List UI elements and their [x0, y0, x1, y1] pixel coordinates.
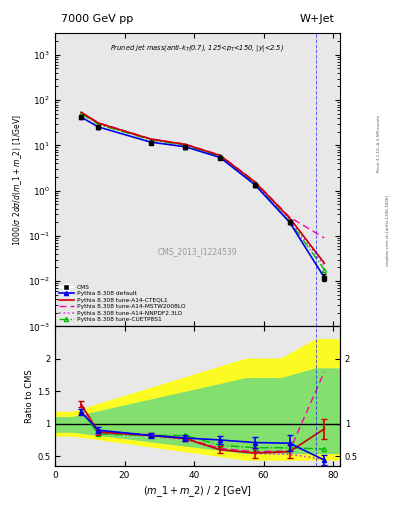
Legend: CMS, Pythia 8.308 default, Pythia 8.308 tune-A14-CTEQL1, Pythia 8.308 tune-A14-M: CMS, Pythia 8.308 default, Pythia 8.308 … — [58, 283, 186, 324]
Text: W+Jet: W+Jet — [299, 14, 334, 25]
Text: mcplots.cern.ch [arXiv:1306.3436]: mcplots.cern.ch [arXiv:1306.3436] — [386, 195, 390, 266]
Y-axis label: Ratio to CMS: Ratio to CMS — [25, 369, 34, 423]
Y-axis label: $1000/\sigma\ 2d\sigma/d(m\_1 + m\_2)\ [1/\mathrm{GeV}]$: $1000/\sigma\ 2d\sigma/d(m\_1 + m\_2)\ [… — [11, 114, 24, 246]
Text: CMS_2013_I1224539: CMS_2013_I1224539 — [158, 247, 237, 256]
Text: Pruned jet mass(anti-$k_T$(0.7), 125<$p_T$<150, |y|<2.5): Pruned jet mass(anti-$k_T$(0.7), 125<$p_… — [110, 42, 285, 54]
X-axis label: $(m\_1 + m\_2)\ /\ 2\ [\mathrm{GeV}]$: $(m\_1 + m\_2)\ /\ 2\ [\mathrm{GeV}]$ — [143, 484, 252, 499]
Text: 7000 GeV pp: 7000 GeV pp — [61, 14, 133, 25]
Text: Rivet 3.1.10, ≥ 2.5M events: Rivet 3.1.10, ≥ 2.5M events — [377, 115, 381, 172]
